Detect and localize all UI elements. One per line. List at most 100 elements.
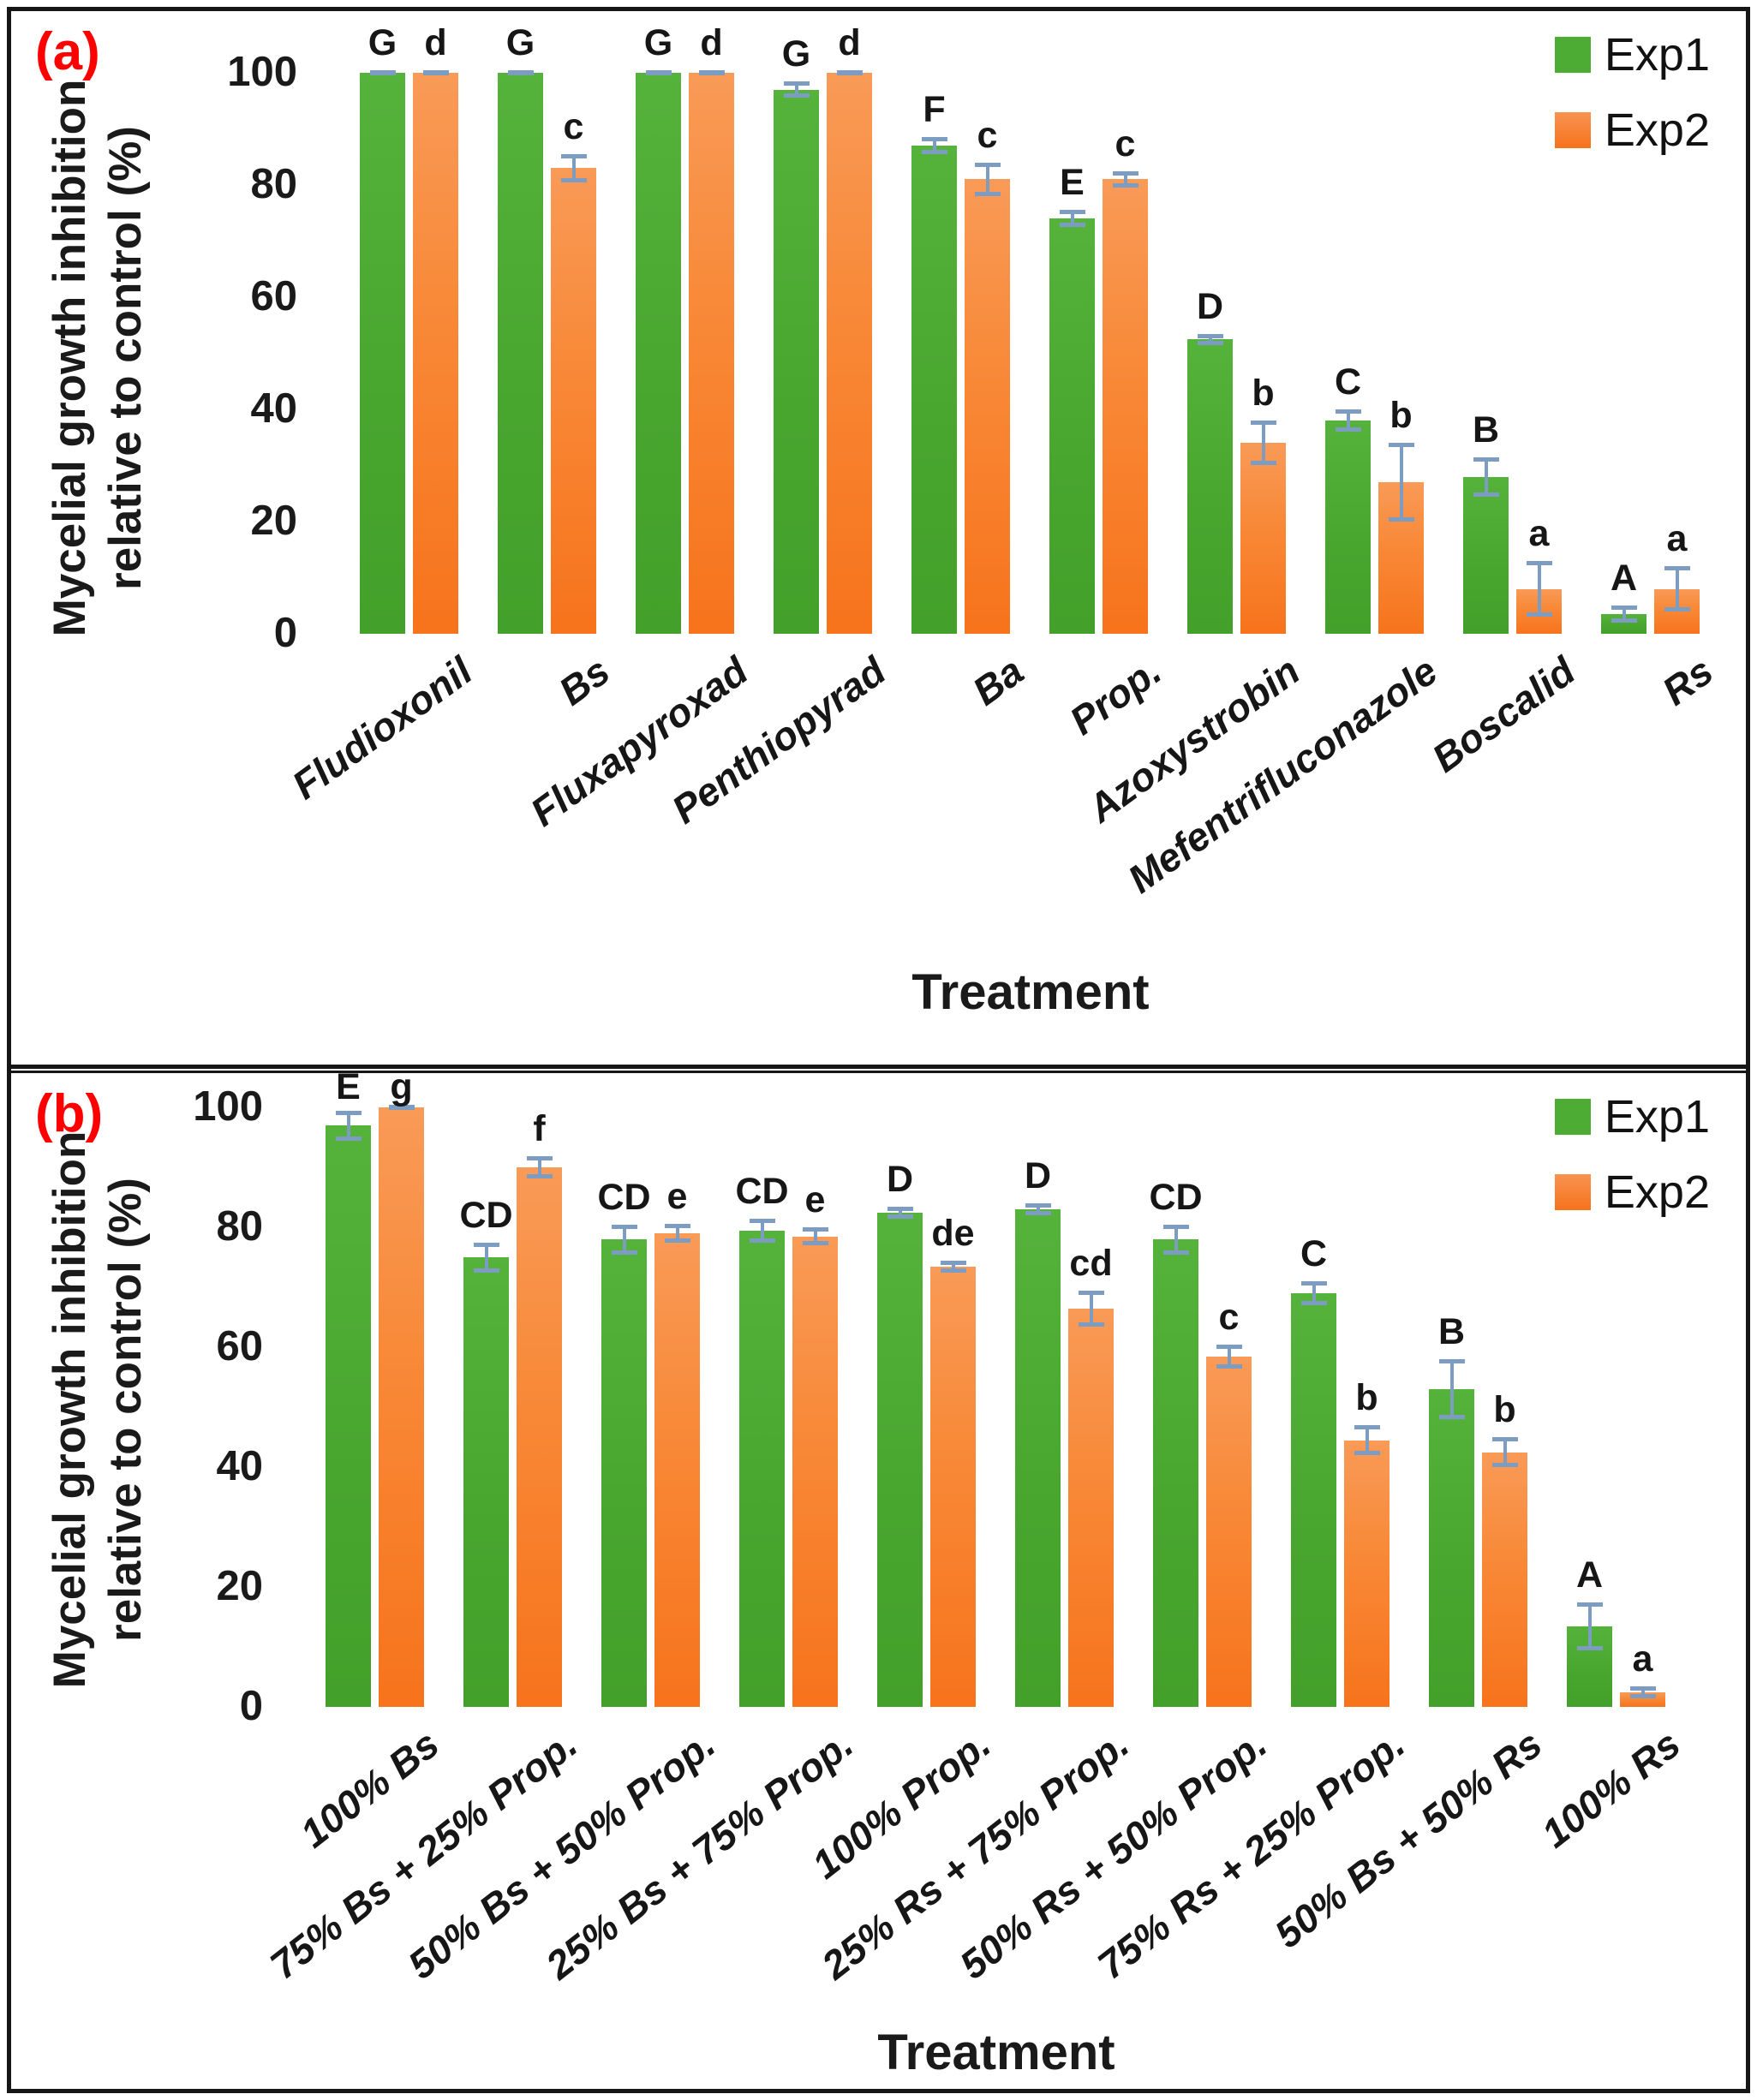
error-bar — [1491, 1437, 1518, 1467]
error-bar-cap-bottom — [664, 1238, 690, 1244]
error-bar — [526, 1155, 553, 1179]
sig-letter: a — [1528, 512, 1550, 554]
error-bar — [1611, 606, 1637, 623]
x-tick-label: Fludioxonil — [284, 647, 481, 808]
error-bar — [1388, 443, 1414, 522]
error-bar-cap-top — [473, 1242, 499, 1247]
sig-letter: e — [666, 1175, 688, 1217]
bar-exp2 — [1206, 1356, 1252, 1707]
sig-letter: c — [563, 105, 584, 147]
error-bar-stem — [1537, 560, 1541, 617]
sig-letter: A — [1610, 558, 1638, 600]
legend-label-exp1: Exp1 — [1604, 1091, 1710, 1142]
error-bar-cap-bottom — [1576, 1645, 1603, 1650]
error-bar-stem — [813, 1227, 817, 1245]
error-bar-stem — [1675, 566, 1679, 612]
panel-b-tag: (b) — [35, 1084, 104, 1143]
error-bar-cap-bottom — [1059, 223, 1085, 228]
error-bar — [940, 1260, 966, 1273]
error-bar — [698, 70, 725, 76]
error-bar-cap-bottom — [1629, 1693, 1656, 1698]
error-bar-stem — [1123, 170, 1127, 188]
x-tick-label: 100% Rs — [1533, 1721, 1688, 1857]
error-bar-cap-bottom — [1300, 1301, 1327, 1305]
error-bar-stem — [1449, 1359, 1454, 1419]
error-bar-stem — [675, 1223, 679, 1244]
error-bar-cap-bottom — [1473, 492, 1499, 497]
error-bar — [611, 1224, 637, 1255]
error-bar-cap-bottom — [526, 1174, 553, 1179]
error-bar-cap-top — [1025, 1203, 1051, 1208]
error-bar-cap-bottom — [369, 71, 396, 76]
sig-letter: D — [886, 1158, 914, 1200]
error-bar-cap-top — [1197, 333, 1223, 338]
error-bar — [1250, 421, 1276, 466]
sig-letter: c — [1218, 1296, 1240, 1338]
error-bar-cap-bottom — [560, 177, 587, 182]
y-tick-label: 80 — [250, 161, 297, 207]
error-bar-stem — [1261, 421, 1265, 466]
error-bar-cap-bottom — [1664, 606, 1690, 612]
error-bar-cap-top — [921, 137, 947, 142]
legend-item-exp2: Exp2 — [1554, 1166, 1710, 1219]
error-bar-cap-bottom — [1438, 1415, 1465, 1419]
error-bar — [921, 137, 947, 154]
bar-exp2 — [1482, 1452, 1527, 1707]
y-tick-label: 20 — [250, 498, 297, 544]
sig-letter: b — [1355, 1377, 1378, 1418]
error-bar-stem — [346, 1110, 350, 1141]
error-bar-cap-top — [1491, 1437, 1518, 1441]
legend-item-exp2: Exp2 — [1554, 104, 1710, 157]
bar-exp1 — [877, 1212, 923, 1707]
error-bar-cap-top — [1664, 566, 1690, 571]
error-bar-stem — [760, 1218, 764, 1243]
error-bar-stem — [1346, 409, 1350, 433]
sig-letter: C — [1300, 1233, 1328, 1274]
error-bar-cap-top — [1300, 1281, 1327, 1286]
bar-exp2 — [1240, 443, 1286, 634]
error-bar-stem — [1622, 606, 1626, 623]
sig-letter: G — [368, 21, 397, 63]
error-bar-stem — [1503, 1437, 1507, 1467]
error-bar-cap-bottom — [783, 93, 810, 98]
error-bar-stem — [537, 1155, 541, 1179]
error-bar — [974, 162, 1001, 197]
y-axis-title-line1: Mycelial growth inhibition — [45, 79, 95, 637]
error-bar-cap-top — [1335, 409, 1361, 414]
bar-exp2 — [517, 1167, 562, 1707]
error-bar-cap-bottom — [974, 192, 1001, 197]
bar-exp1 — [1463, 476, 1509, 634]
error-bar — [1526, 560, 1552, 617]
legend-label-exp2: Exp2 — [1604, 1166, 1710, 1218]
bar-exp1 — [1429, 1389, 1474, 1707]
sig-letter: b — [1389, 395, 1413, 437]
y-axis-title-line2: relative to control (%) — [99, 126, 151, 590]
error-bar-cap-bottom — [1025, 1211, 1051, 1215]
sig-letter: D — [1024, 1155, 1052, 1196]
sig-letter: E — [336, 1066, 361, 1107]
error-bar — [1078, 1290, 1104, 1327]
sig-letter: G — [505, 21, 535, 63]
error-bar-cap-top — [526, 1155, 553, 1160]
error-bar-stem — [1640, 1685, 1645, 1698]
error-bar — [664, 1223, 690, 1244]
x-tick-label: Ba — [965, 647, 1032, 714]
x-tick-label: Rs — [1654, 647, 1722, 714]
error-bar-cap-top — [1611, 606, 1637, 611]
error-bar-cap-top — [974, 162, 1001, 167]
sig-letter: c — [977, 114, 998, 156]
bar-exp2 — [379, 1107, 424, 1707]
sig-letter: E — [1060, 162, 1085, 204]
error-bar-cap-bottom — [422, 71, 449, 76]
error-bar-cap-top — [1629, 1685, 1656, 1691]
error-bar — [1216, 1344, 1242, 1369]
error-bar-stem — [484, 1242, 488, 1273]
error-bar-cap-bottom — [1112, 183, 1138, 188]
y-tick-label: 60 — [216, 1323, 263, 1369]
error-bar-cap-top — [1162, 1224, 1189, 1229]
error-bar-stem — [932, 137, 936, 154]
error-bar — [1576, 1602, 1603, 1650]
legend-item-exp1: Exp1 — [1554, 1090, 1710, 1143]
error-bar — [1162, 1224, 1189, 1255]
error-bar-cap-bottom — [836, 71, 863, 76]
